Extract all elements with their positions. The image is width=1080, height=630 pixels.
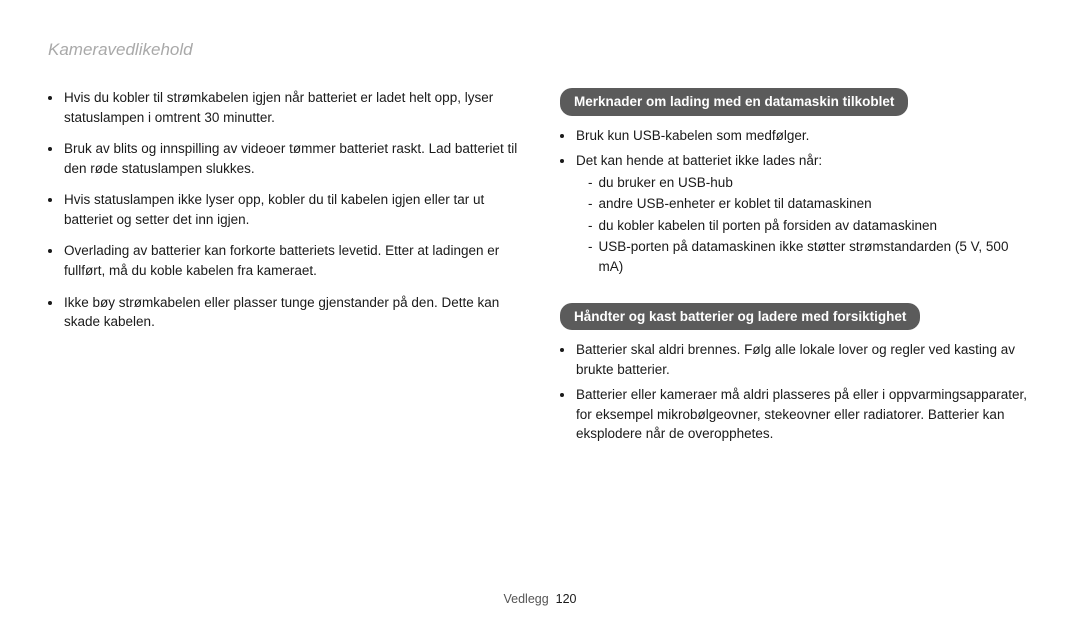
dash-icon: - [588,237,593,276]
bullet-dot [560,134,564,138]
sub-bullet-text: USB-porten på datamaskinen ikke støtter … [599,237,1033,276]
sub-bullet-text: du bruker en USB-hub [599,173,733,193]
footer-page-number: 120 [556,592,577,606]
footer-section-label: Vedlegg [504,592,549,606]
dash-icon: - [588,194,593,214]
sub-bullet-text: andre USB-enheter er koblet til datamask… [599,194,872,214]
bullet-dot [48,249,52,253]
bullet-text: Bruk kun USB-kabelen som medfølger. [576,126,1032,146]
bullet-text: Bruk av blits og innspilling av videoer … [64,139,520,178]
bullet-dot [560,348,564,352]
bullet-text: Ikke bøy strømkabelen eller plasser tung… [64,293,520,332]
bullet-dot [560,159,564,163]
right-column: Merknader om lading med en datamaskin ti… [560,88,1032,468]
page-title: Kameravedlikehold [48,40,1032,60]
sub-bullet-item: -andre USB-enheter er koblet til datamas… [588,194,1032,214]
sub-bullet-text: du kobler kabelen til porten på forsiden… [599,216,937,236]
bullet-dot [48,147,52,151]
bullet-dot [48,301,52,305]
section-charging-notes: Merknader om lading med en datamaskin ti… [560,88,1032,279]
bullet-item: Hvis du kobler til strømkabelen igjen nå… [48,88,520,127]
sub-bullet-list: -du bruker en USB-hub -andre USB-enheter… [588,173,1032,277]
bullet-item: Batterier skal aldri brennes. Følg alle … [560,340,1032,379]
bullet-item: Hvis statuslampen ikke lyser opp, kobler… [48,190,520,229]
dash-icon: - [588,216,593,236]
bullet-text: Hvis du kobler til strømkabelen igjen nå… [64,88,520,127]
bullet-with-sublist: Det kan hende at batteriet ikke lades nå… [576,151,1032,278]
bullet-dot [48,96,52,100]
bullet-item: Overlading av batterier kan forkorte bat… [48,241,520,280]
sub-bullet-item: -du kobler kabelen til porten på forside… [588,216,1032,236]
content-columns: Hvis du kobler til strømkabelen igjen nå… [48,88,1032,468]
section-heading: Merknader om lading med en datamaskin ti… [560,88,908,116]
bullet-item: Bruk kun USB-kabelen som medfølger. [560,126,1032,146]
dash-icon: - [588,173,593,193]
bullet-dot [48,198,52,202]
left-column: Hvis du kobler til strømkabelen igjen nå… [48,88,520,468]
sub-bullet-item: -USB-porten på datamaskinen ikke støtter… [588,237,1032,276]
bullet-text: Batterier skal aldri brennes. Følg alle … [576,340,1032,379]
bullet-item: Bruk av blits og innspilling av videoer … [48,139,520,178]
section-battery-handling: Håndter og kast batterier og ladere med … [560,303,1032,444]
bullet-text: Det kan hende at batteriet ikke lades nå… [576,151,1032,171]
bullet-text: Overlading av batterier kan forkorte bat… [64,241,520,280]
bullet-item: Batterier eller kameraer må aldri plasse… [560,385,1032,444]
bullet-item: Ikke bøy strømkabelen eller plasser tung… [48,293,520,332]
bullet-item: Det kan hende at batteriet ikke lades nå… [560,151,1032,278]
section-heading: Håndter og kast batterier og ladere med … [560,303,920,331]
bullet-text: Hvis statuslampen ikke lyser opp, kobler… [64,190,520,229]
bullet-text: Batterier eller kameraer må aldri plasse… [576,385,1032,444]
page-footer: Vedlegg 120 [0,592,1080,606]
bullet-dot [560,393,564,397]
sub-bullet-item: -du bruker en USB-hub [588,173,1032,193]
